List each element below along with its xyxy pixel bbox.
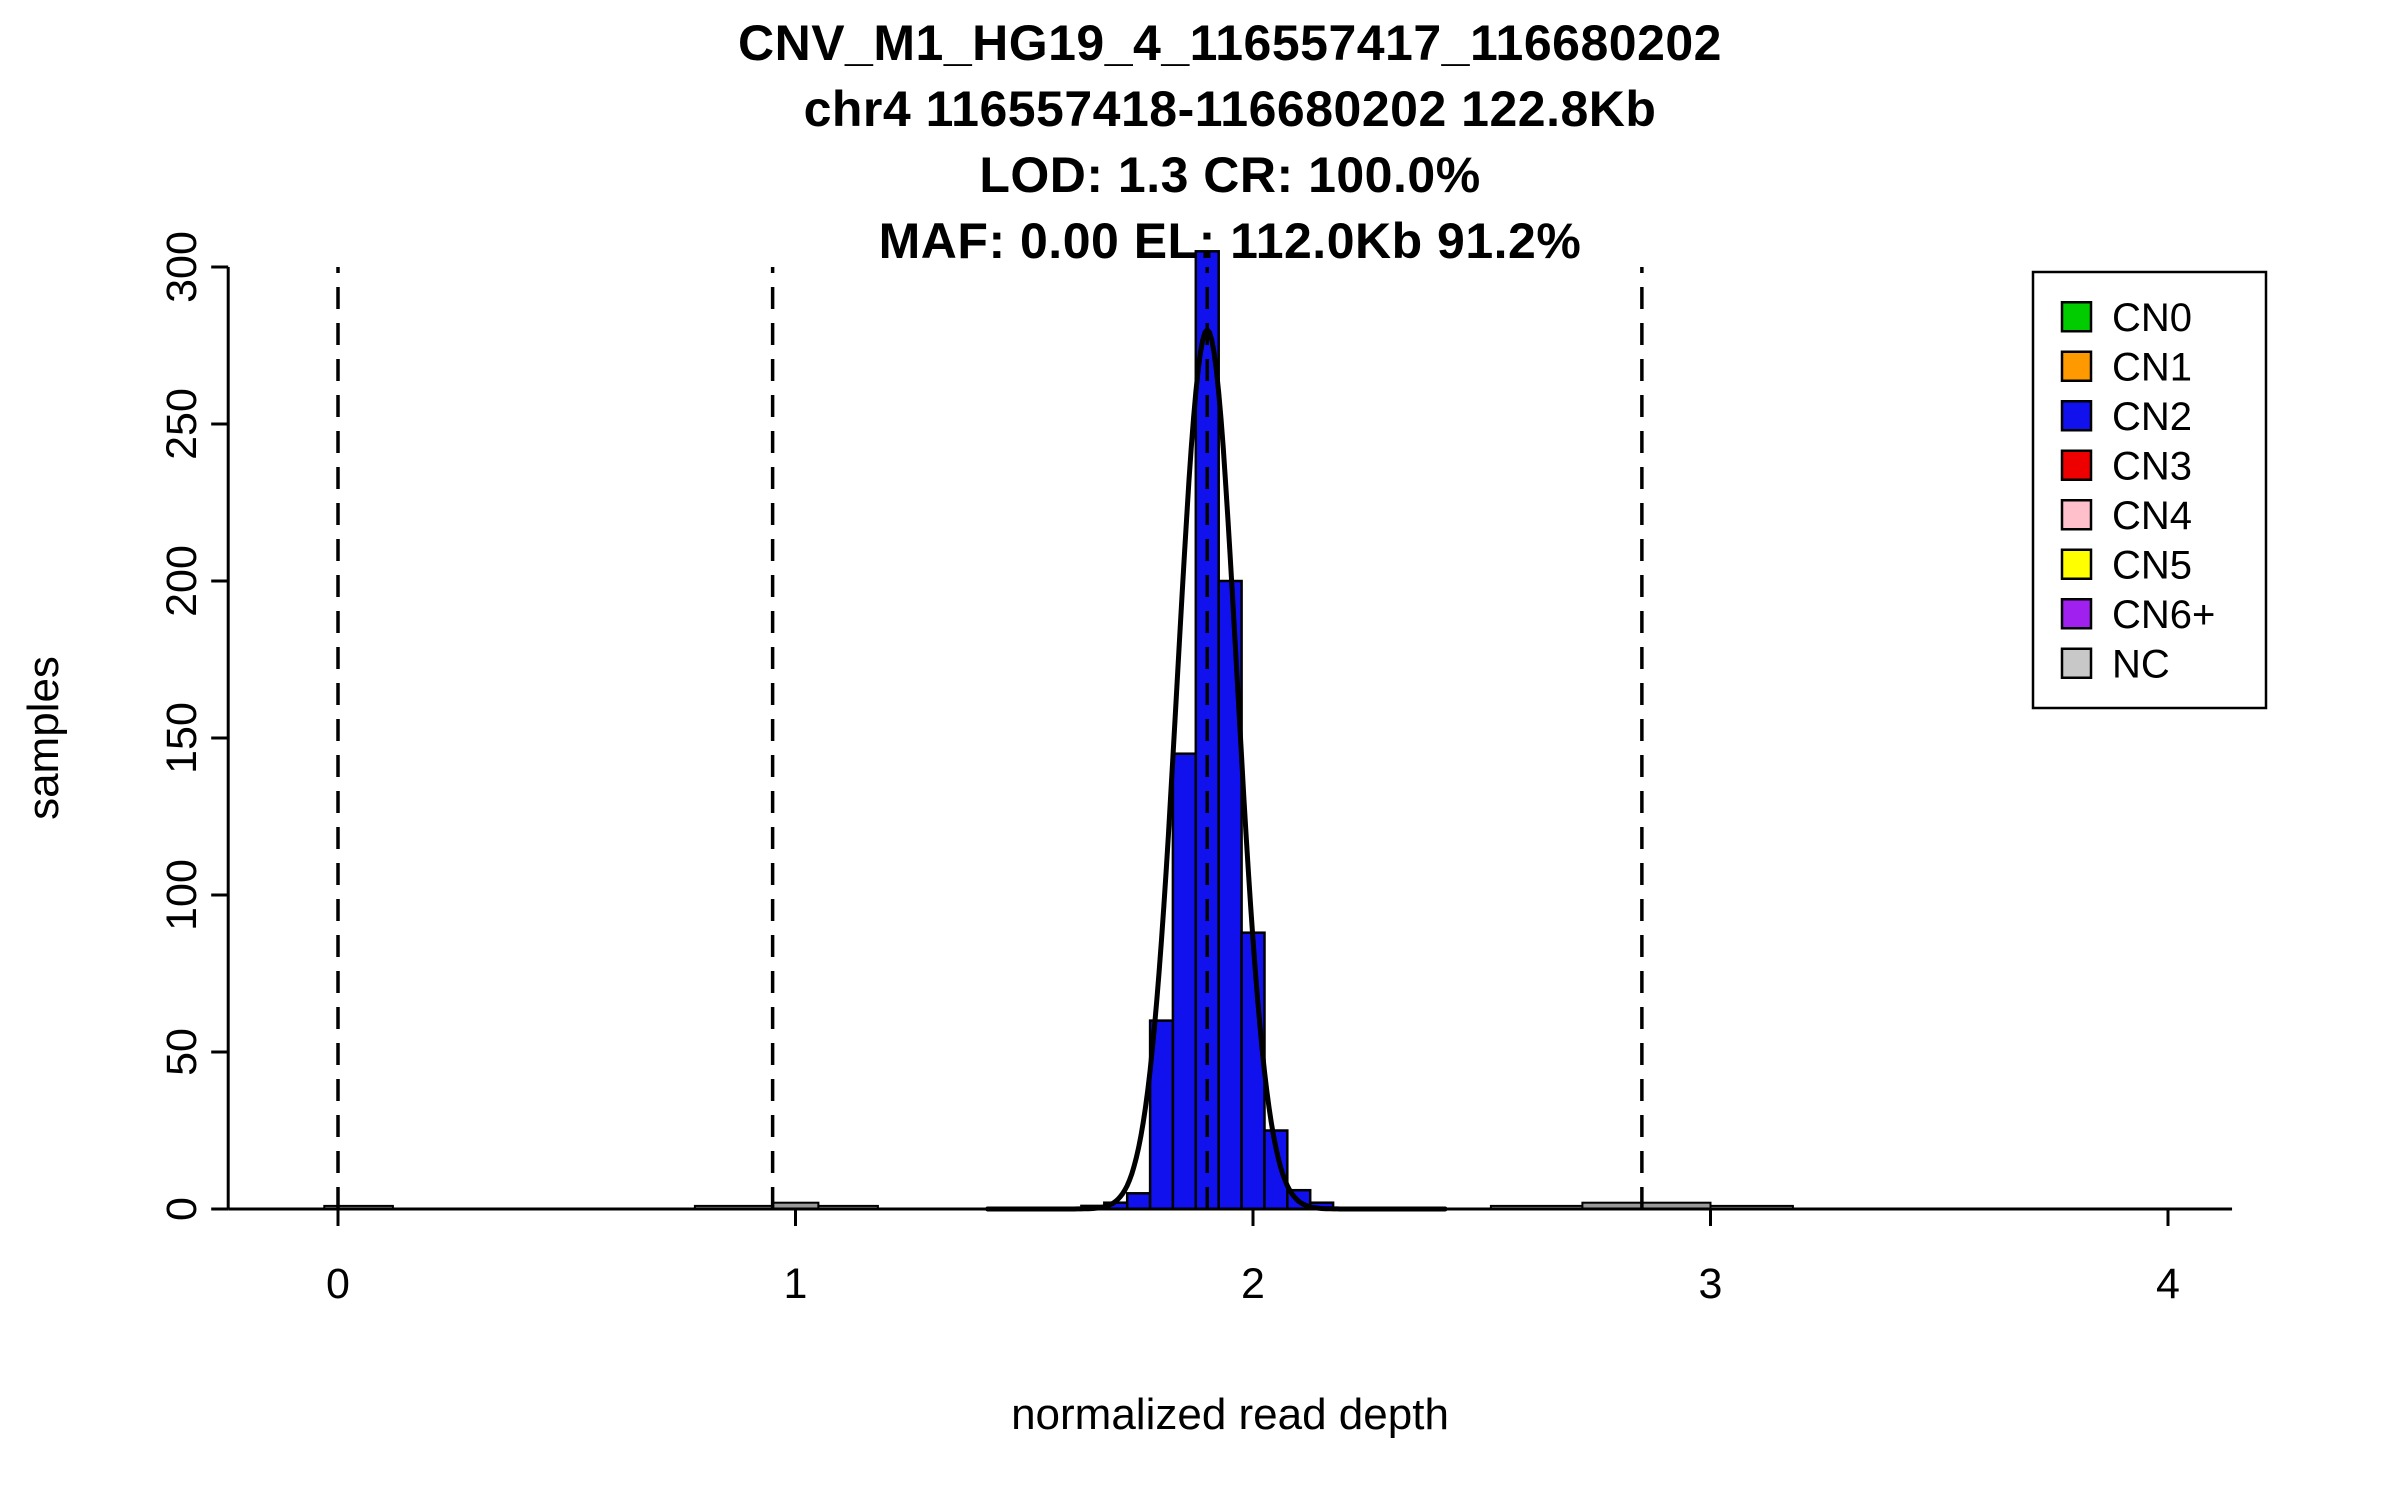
legend-label: CN2 [2112, 395, 2192, 439]
legend-label: NC [2112, 642, 2170, 686]
legend-label: CN6+ [2112, 593, 2215, 637]
title-line-3: LOD: 1.3 CR: 100.0% [979, 147, 1481, 203]
x-tick-label: 4 [2156, 1260, 2180, 1308]
legend-swatch [2060, 449, 2093, 481]
legend-swatch [2060, 548, 2093, 580]
legend-label: CN5 [2112, 543, 2192, 587]
y-tick-label: 200 [158, 545, 206, 617]
legend-box [2031, 270, 2268, 710]
legend-swatch [2060, 301, 2093, 333]
x-tick-label: 1 [784, 1260, 808, 1308]
legend-label: CN1 [2112, 345, 2192, 389]
chart-title-block: CNV_M1_HG19_4_116557417_116680202 chr4 1… [230, 10, 2230, 274]
title-line-4: MAF: 0.00 EL: 112.0Kb 91.2% [878, 213, 1582, 269]
x-tick-label: 2 [1241, 1260, 1265, 1308]
legend-label: CN4 [2112, 494, 2192, 538]
histogram-bar [1240, 931, 1266, 1211]
x-tick-label: 0 [326, 1260, 350, 1308]
y-tick-label: 300 [158, 231, 206, 303]
legend-swatch [2060, 499, 2093, 531]
histogram-bar [1125, 1192, 1152, 1211]
legend-swatch [2060, 647, 2093, 679]
x-tick-label: 3 [1699, 1260, 1723, 1308]
legend-swatch [2060, 598, 2093, 630]
y-tick-label: 0 [158, 1197, 206, 1221]
legend-label: CN0 [2112, 296, 2192, 340]
y-tick-label: 50 [158, 1028, 206, 1076]
y-axis-label: samples [19, 656, 68, 820]
title-line-2: chr4 116557418-116680202 122.8Kb [803, 81, 1657, 137]
y-tick-label: 150 [158, 702, 206, 774]
x-axis-label: normalized read depth [1011, 1390, 1449, 1439]
histogram-bar [1171, 752, 1198, 1211]
legend-swatch [2060, 400, 2093, 432]
legend-label: CN3 [2112, 444, 2192, 488]
y-tick-label: 250 [158, 388, 206, 460]
title-line-1: CNV_M1_HG19_4_116557417_116680202 [737, 15, 1722, 71]
legend-swatch [2060, 350, 2093, 382]
y-tick-label: 100 [158, 859, 206, 931]
